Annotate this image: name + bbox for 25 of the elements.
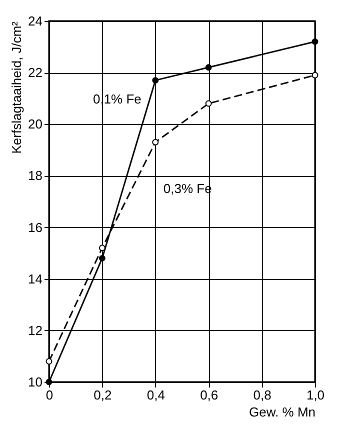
- x-tick-label: 1,0: [306, 388, 325, 402]
- point: [205, 64, 212, 71]
- y-tick-label: 12: [28, 322, 42, 338]
- x-axis-title: Gew. % Mn: [249, 404, 316, 420]
- point: [205, 100, 212, 107]
- point: [98, 254, 106, 262]
- x-tick-label: 0,2: [94, 388, 112, 402]
- point: [152, 77, 159, 84]
- x-tick-label: 0: [46, 388, 54, 402]
- point: [152, 138, 159, 146]
- point: [312, 38, 318, 45]
- x-tick-label: 0,8: [253, 388, 272, 402]
- point: [98, 244, 106, 252]
- x-tick-label: 0,6: [200, 388, 218, 402]
- x-tick-label: 0,4: [146, 388, 165, 402]
- y-tick-label: 16: [28, 220, 42, 235]
- y-tick-label: 22: [28, 65, 42, 80]
- point: [46, 358, 52, 365]
- y-tick-label: 10: [28, 374, 42, 390]
- y-tick-label: 18: [28, 168, 42, 184]
- y-axis-title: Kerfslagtaaiheid, J/cm²: [9, 20, 24, 154]
- point: [312, 72, 318, 78]
- y-tick-label: 20: [28, 116, 42, 132]
- y-tick-label: 14: [28, 271, 42, 286]
- y-tick-label: 24: [28, 14, 42, 28]
